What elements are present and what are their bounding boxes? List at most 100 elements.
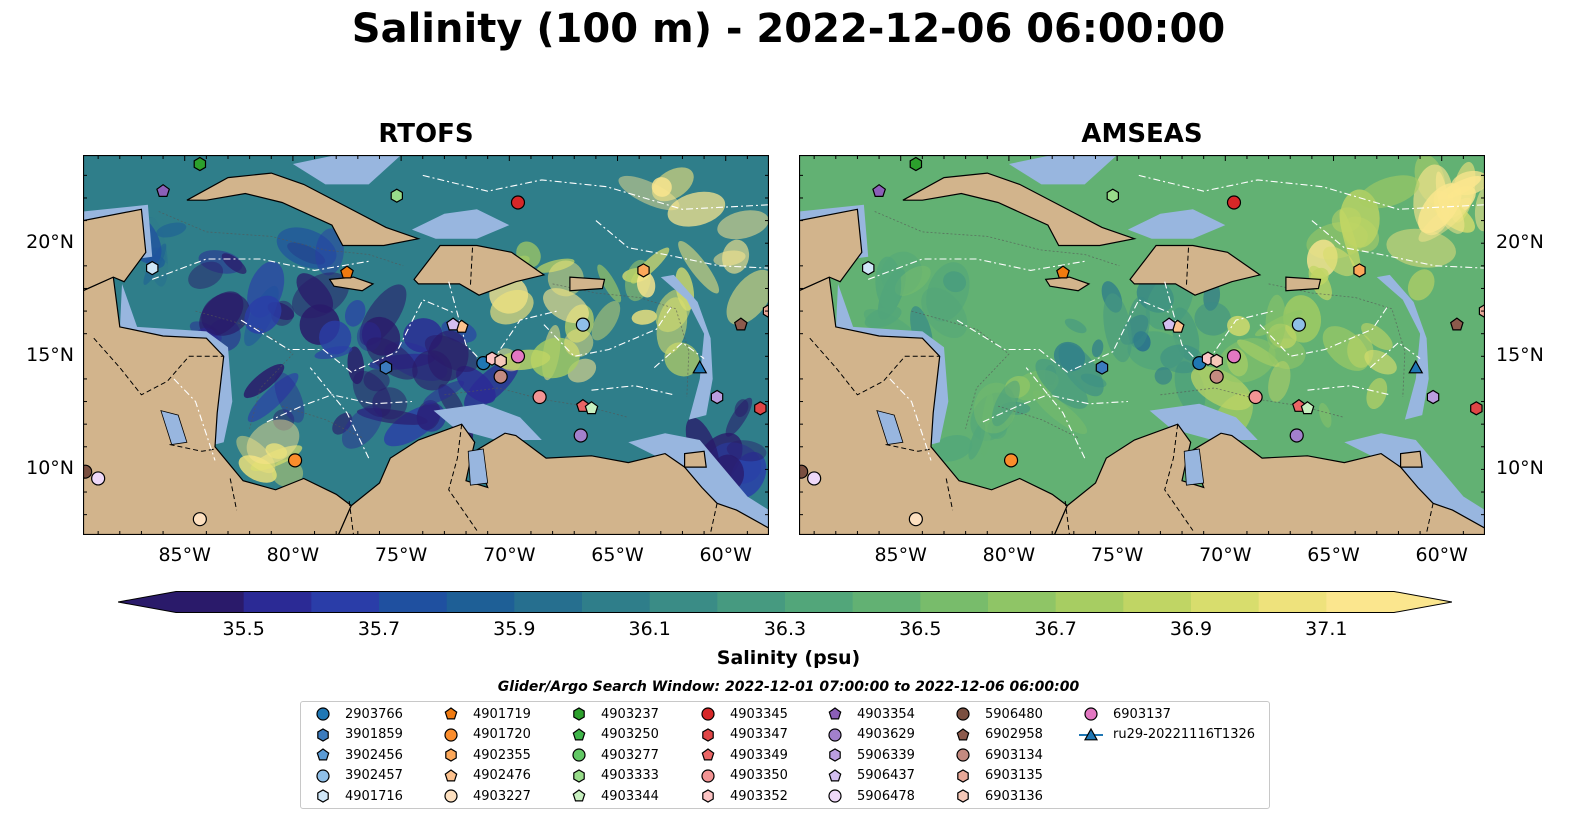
colorbar-tick-label: 36.3 (763, 618, 807, 640)
colorbar-bin (311, 591, 380, 613)
depth-contour (1160, 387, 1345, 418)
depth-contour (158, 211, 404, 267)
legend-marker (702, 789, 714, 803)
lake (467, 448, 489, 486)
station-4903354 (156, 183, 171, 198)
eez-boundary (543, 306, 673, 357)
land-puerto-rico (569, 276, 606, 292)
station-3902457 (1291, 317, 1306, 332)
station-4903354 (872, 183, 887, 198)
station-5906478 (91, 471, 106, 486)
legend-entry: 4901719 (437, 704, 531, 724)
legend-marker (316, 707, 330, 721)
station-5906478 (807, 471, 822, 486)
legend-entry: 4903354 (821, 704, 915, 724)
legend-entry: 4903250 (565, 725, 659, 745)
land-trinidad (1400, 450, 1423, 468)
legend-marker (444, 707, 458, 720)
legend-marker-icon (572, 727, 586, 740)
shallow-shelf (1008, 155, 1118, 185)
shallow-shelf (1149, 403, 1258, 440)
map-ticks (799, 155, 1485, 535)
x-tick-label: 70°W (483, 544, 536, 566)
country-border (169, 444, 216, 452)
colorbar-bin (243, 591, 312, 613)
legend-entry: 6902958 (949, 725, 1043, 745)
salinity-field (118, 167, 769, 498)
shallow-shelf (292, 155, 402, 185)
legend-entry: 4903347 (694, 725, 788, 745)
legend-label: 4903354 (857, 706, 915, 722)
legend-marker (317, 727, 329, 742)
y-tick-label-right: 20°N (1496, 231, 1544, 254)
legend-marker-icon (573, 768, 585, 783)
legend-marker (828, 707, 842, 720)
station-5906437 (1162, 317, 1176, 331)
legend-label: 6903136 (985, 788, 1043, 804)
station-5906480 (799, 464, 809, 479)
colorbar-bin (852, 591, 921, 613)
legend-marker (701, 768, 715, 783)
legend-marker-icon (573, 707, 585, 721)
legend-marker (572, 789, 586, 802)
station-6902958 (733, 317, 748, 331)
amseas-map[interactable] (799, 155, 1485, 535)
station-4901720 (1003, 453, 1019, 468)
colorbar-tick-label: 37.1 (1305, 618, 1348, 640)
legend-entry: 5906437 (821, 766, 915, 786)
legend-entry: 3902457 (309, 766, 403, 786)
legend-marker-icon (702, 727, 714, 742)
legend-entry: 3902456 (309, 745, 403, 765)
station-4903237 (193, 156, 207, 172)
colorbar-bin (446, 591, 515, 613)
x-tick-label: 80°W (266, 544, 320, 566)
salinity-colorbar (118, 591, 1452, 613)
country-border (710, 503, 718, 533)
legend-marker-icon (702, 789, 714, 803)
rtofs-map[interactable] (83, 155, 769, 535)
eez-boundary (653, 341, 705, 369)
legend-label: ru29-20221116T1326 (1113, 727, 1256, 742)
legend: 2903766 3901859 3902456 3902457 4901716 49017… (300, 701, 1270, 809)
legend-marker-icon (316, 768, 330, 783)
legend-label: 6903137 (1113, 706, 1171, 722)
legend-marker-icon (701, 748, 715, 761)
legend-entry: 4903349 (694, 745, 788, 765)
shallow-shelf (660, 274, 713, 420)
legend-marker-icon (572, 789, 586, 802)
depth-contour (281, 405, 363, 439)
colorbar-bin (1258, 591, 1327, 613)
legend-marker-icon (444, 727, 458, 742)
legend-entry: 2903766 (309, 704, 403, 724)
legend-marker (956, 727, 970, 740)
eez-boundary (1138, 174, 1485, 210)
country-border (1164, 424, 1194, 531)
station-markers (83, 156, 769, 527)
station-4903237 (909, 156, 923, 172)
legend-marker (572, 727, 586, 740)
eez-boundary (889, 378, 932, 461)
land-south-america (1053, 423, 1485, 535)
legend-label: 4901719 (473, 706, 531, 722)
depth-contour (195, 310, 294, 429)
legend-label: 4903629 (857, 727, 915, 742)
depth-contour (1268, 283, 1406, 398)
colorbar-tick-label: 36.5 (899, 618, 942, 640)
colorbar-tick-label: 36.7 (1034, 618, 1077, 640)
land-hispaniola (413, 244, 546, 296)
eez-boundary (309, 367, 370, 459)
legend-marker-icon (956, 727, 970, 740)
legend-entry: 4903352 (694, 786, 788, 806)
station-4903629 (573, 428, 588, 443)
legend-entry: 6903136 (949, 786, 1043, 806)
land-trinidad (684, 450, 707, 468)
station-4902355 (637, 263, 650, 278)
legend-marker-icon (829, 748, 841, 762)
colorbar-bin (1326, 591, 1395, 613)
station-5906339 (710, 389, 724, 405)
legend-marker-icon (828, 727, 842, 742)
legend-marker (445, 748, 457, 762)
station-4903347 (1470, 401, 1483, 416)
station-6903134 (493, 369, 508, 384)
legend-marker (956, 748, 970, 762)
